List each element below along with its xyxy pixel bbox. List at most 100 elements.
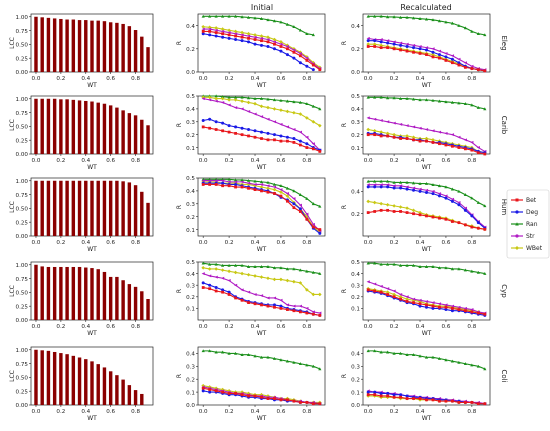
point-ran <box>246 265 251 268</box>
y-tick-label: 0.0 <box>186 70 195 76</box>
point-bet <box>463 309 467 313</box>
legend-item-wbet: WBet <box>511 245 543 252</box>
point-ran <box>392 96 396 100</box>
point-ran <box>483 272 487 275</box>
lcc-bar <box>115 107 119 154</box>
point-bet <box>483 69 487 73</box>
point-ran <box>266 180 270 184</box>
point-ran <box>463 26 467 30</box>
y-tick-label: 1.00 <box>16 348 29 354</box>
point-bet <box>234 296 237 300</box>
legend-label: Str <box>526 233 535 240</box>
point-bet <box>431 304 435 308</box>
point-bet <box>279 398 283 402</box>
point-ran <box>208 262 212 266</box>
point-wbet <box>240 271 244 276</box>
point-ran <box>373 179 377 183</box>
point-ran <box>221 350 225 354</box>
point-wbet <box>207 267 212 271</box>
point-ran <box>457 24 461 27</box>
point-bet <box>240 133 244 137</box>
x-tick-label: 0.2 <box>56 240 65 246</box>
point-deg <box>298 61 302 65</box>
point-bet <box>234 392 237 395</box>
point-bet <box>451 399 454 403</box>
point-ran <box>392 180 396 184</box>
series-line-ran <box>203 262 320 275</box>
y-axis-label: LCC <box>9 119 16 131</box>
point-wbet <box>285 43 290 48</box>
lcc-bar <box>90 101 94 154</box>
point-ran <box>201 14 205 18</box>
point-ran <box>279 358 283 362</box>
point-wbet <box>385 290 390 294</box>
x-tick-label: 0.2 <box>225 409 234 415</box>
point-ran <box>366 95 370 99</box>
point-bet <box>405 300 409 303</box>
point-bet <box>318 150 322 153</box>
point-ran <box>240 353 244 357</box>
point-ran <box>318 107 322 111</box>
point-deg <box>227 124 231 128</box>
point-bet <box>444 143 448 147</box>
point-ran <box>379 179 383 183</box>
point-deg <box>463 208 467 212</box>
point-bet <box>305 146 309 149</box>
point-ran <box>233 14 238 18</box>
point-deg <box>272 47 276 51</box>
y-tick-label: 0.3 <box>186 202 195 208</box>
point-wbet <box>372 42 377 46</box>
x-axis-label: WT <box>257 415 267 422</box>
point-bet <box>470 401 474 404</box>
point-deg <box>399 186 403 190</box>
point-str <box>373 117 377 121</box>
lcc-bar <box>127 385 132 405</box>
point-wbet <box>227 28 231 33</box>
point-wbet <box>240 30 244 35</box>
point-ran <box>253 265 257 268</box>
y-tick-label: 0.0 <box>351 403 360 409</box>
point-bet <box>418 213 422 217</box>
point-str <box>405 124 409 128</box>
y-axis-label: LCC <box>9 37 16 49</box>
point-ran <box>253 96 257 100</box>
point-bet <box>247 134 250 138</box>
point-bet <box>444 59 448 62</box>
point-str <box>305 212 309 216</box>
lcc-bar <box>121 181 125 236</box>
point-wbet <box>392 132 396 137</box>
point-bet <box>318 313 322 317</box>
point-ran <box>233 263 238 267</box>
point-wbet <box>318 292 322 297</box>
point-str <box>221 179 225 183</box>
lcc-bar <box>71 266 76 320</box>
point-deg <box>221 35 225 39</box>
point-ran <box>240 95 244 99</box>
point-str <box>444 303 448 307</box>
point-bet <box>273 192 276 195</box>
point-str <box>259 294 264 298</box>
legend-item-str: Str <box>511 233 535 240</box>
lcc-bar <box>34 349 38 405</box>
lcc-bar <box>71 180 76 236</box>
x-tick-label: 0.8 <box>467 158 476 164</box>
point-str <box>411 43 416 47</box>
point-wbet <box>318 123 322 128</box>
lcc-bar <box>127 182 132 236</box>
point-ran <box>318 272 322 275</box>
point-str <box>437 130 442 134</box>
lcc-bar <box>108 180 113 236</box>
point-wbet <box>220 27 225 31</box>
point-ran <box>431 98 435 102</box>
point-str <box>292 197 296 201</box>
point-bet <box>392 135 396 139</box>
point-bet <box>227 130 231 134</box>
y-tick-label: 0.4 <box>186 107 195 113</box>
x-tick-label: 0.4 <box>416 324 425 330</box>
point-deg <box>425 48 428 52</box>
y-axis-label: R <box>176 374 183 378</box>
legend-item-ran: Ran <box>511 221 538 228</box>
point-bet <box>311 312 315 316</box>
x-axis-label: WT <box>422 246 432 253</box>
point-wbet <box>305 214 309 219</box>
